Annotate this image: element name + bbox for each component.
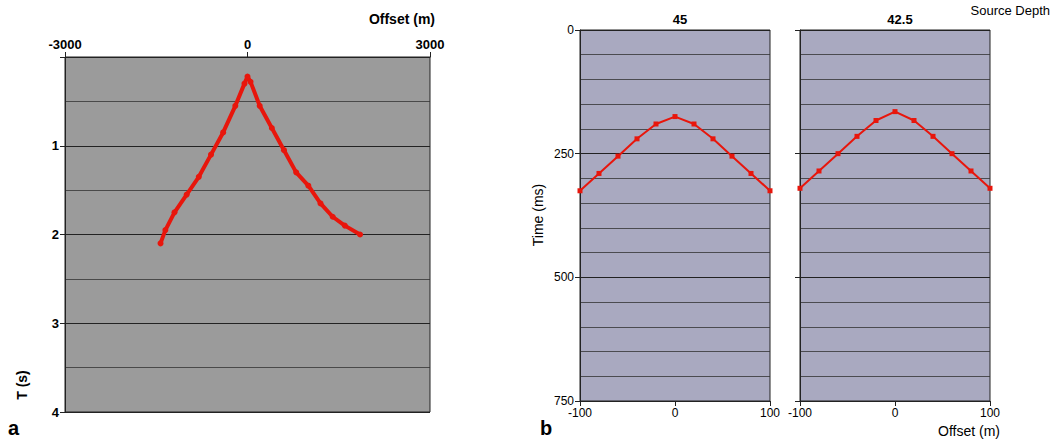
svg-text:b: b <box>540 417 552 439</box>
svg-text:Time (ms): Time (ms) <box>530 184 546 246</box>
svg-text:750: 750 <box>554 394 574 408</box>
svg-text:100: 100 <box>760 406 780 420</box>
svg-text:a: a <box>8 417 20 439</box>
svg-text:500: 500 <box>554 270 574 284</box>
svg-text:Source Depth: Source Depth <box>971 3 1051 18</box>
svg-text:1: 1 <box>52 138 59 153</box>
svg-text:0: 0 <box>672 406 679 420</box>
svg-text:4: 4 <box>52 405 60 420</box>
svg-text:T (s): T (s) <box>14 370 30 400</box>
svg-text:2: 2 <box>52 227 59 242</box>
svg-text:Offset (m): Offset (m) <box>938 423 1000 439</box>
svg-text:3: 3 <box>52 316 59 331</box>
svg-text:-100: -100 <box>788 406 812 420</box>
svg-text:Offset (m): Offset (m) <box>369 11 435 27</box>
svg-text:-100: -100 <box>568 406 592 420</box>
svg-text:42.5: 42.5 <box>887 12 912 27</box>
svg-text:0: 0 <box>892 406 899 420</box>
svg-text:0: 0 <box>244 37 251 52</box>
svg-text:250: 250 <box>554 147 574 161</box>
svg-text:100: 100 <box>980 406 1000 420</box>
svg-text:3000: 3000 <box>416 37 445 52</box>
svg-text:-3000: -3000 <box>48 37 81 52</box>
svg-text:45: 45 <box>673 12 687 27</box>
svg-text:0: 0 <box>567 23 574 37</box>
